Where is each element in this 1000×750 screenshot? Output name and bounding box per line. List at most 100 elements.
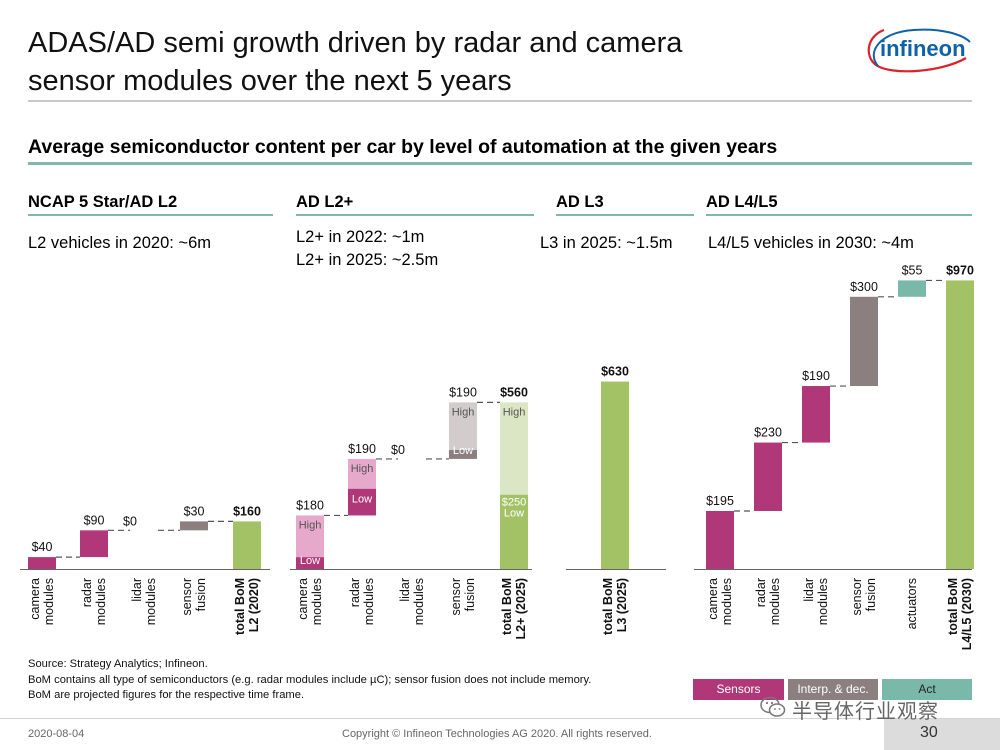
bar-value-label: $190 bbox=[348, 442, 376, 456]
category-label: L4/L5 (2030) bbox=[960, 578, 974, 650]
category-label: radar bbox=[80, 578, 94, 607]
footnote: Source: Strategy Analytics; Infineon. Bo… bbox=[28, 657, 591, 704]
category-label: sensor bbox=[449, 578, 463, 616]
category-label: modules bbox=[720, 578, 734, 625]
segment-label-low: Low bbox=[504, 508, 524, 520]
category-label: L2+ (2025) bbox=[514, 578, 528, 640]
category-label: lidar bbox=[130, 578, 144, 602]
bar-total bbox=[946, 280, 974, 569]
section-heading-l2: NCAP 5 Star/AD L2 bbox=[28, 193, 178, 211]
legend-interp-dec: Interp. & dec. bbox=[788, 679, 878, 700]
bar-value-label: $195 bbox=[706, 494, 734, 508]
bar-value-label: $55 bbox=[902, 263, 923, 277]
bar-camera bbox=[28, 557, 56, 569]
category-label: modules bbox=[362, 578, 376, 625]
segment-label-low-value: $250 bbox=[502, 497, 526, 509]
chart-subtitle: Average semiconductor content per car by… bbox=[28, 136, 778, 158]
title-line-2: sensor modules over the next 5 years bbox=[28, 65, 512, 97]
category-label: camera bbox=[296, 578, 310, 620]
segment-label-high: High bbox=[503, 406, 526, 418]
logo-arc bbox=[872, 28, 971, 67]
category-label: total BoM bbox=[500, 578, 514, 635]
bar-sensor-high bbox=[449, 402, 477, 450]
bar-sensor bbox=[180, 521, 208, 531]
legend-sensors: Sensors bbox=[693, 679, 784, 700]
segment-label-low: Low bbox=[453, 445, 473, 457]
segment-label-high: High bbox=[452, 406, 475, 418]
watermark: 半导体行业观察 bbox=[792, 701, 939, 723]
section-heading-l3: AD L3 bbox=[556, 193, 604, 211]
header-divider bbox=[28, 100, 972, 102]
bar-sensor-low bbox=[449, 450, 477, 459]
segment-label-high: High bbox=[351, 463, 374, 475]
bar-lidar bbox=[802, 386, 830, 443]
page-title: ADAS/AD semi growth driven by radar and … bbox=[28, 24, 682, 100]
category-label: total BoM bbox=[946, 578, 960, 635]
bar-value-label: $190 bbox=[449, 385, 477, 399]
bar-total bbox=[601, 381, 629, 569]
section-rule-l4l5 bbox=[706, 214, 972, 216]
category-label: modules bbox=[768, 578, 782, 625]
svg-text:infineon: infineon bbox=[880, 36, 966, 61]
footnote-line: BoM are projected figures for the respec… bbox=[28, 689, 305, 701]
bar-camera-high bbox=[296, 515, 324, 558]
bar-value-label: $180 bbox=[296, 498, 324, 512]
footer-divider bbox=[0, 718, 1000, 719]
title-line-1: ADAS/AD semi growth driven by radar and … bbox=[28, 27, 683, 59]
wechat-icon bbox=[760, 696, 786, 717]
section-note-l2plus-1: L2+ in 2022: ~1m bbox=[296, 228, 425, 246]
category-label: sensor bbox=[180, 578, 194, 616]
bar-value-label: $970 bbox=[946, 263, 974, 277]
bar-value-label: $630 bbox=[601, 365, 629, 379]
bar-value-label: $190 bbox=[802, 369, 830, 383]
bar-radar bbox=[80, 530, 108, 558]
category-label: camera bbox=[706, 578, 720, 620]
bar-value-label: $90 bbox=[84, 513, 105, 527]
category-label: lidar bbox=[802, 578, 816, 602]
footer-copyright: Copyright © Infineon Technologies AG 202… bbox=[342, 728, 652, 740]
section-rule-l2 bbox=[28, 214, 273, 216]
section-note-l4l5: L4/L5 vehicles in 2030: ~4m bbox=[708, 234, 914, 252]
category-label: actuators bbox=[905, 578, 919, 629]
bar-sensor bbox=[850, 296, 878, 387]
segment-label-low: Low bbox=[352, 494, 372, 506]
section-note-l2plus-2: L2+ in 2025: ~2.5m bbox=[296, 251, 439, 269]
bar-value-label: $30 bbox=[184, 504, 205, 518]
section-heading-l4l5: AD L4/L5 bbox=[706, 193, 778, 211]
section-note-l3: L3 in 2025: ~1.5m bbox=[540, 234, 673, 252]
category-label: radar bbox=[754, 578, 768, 607]
footnote-line: Source: Strategy Analytics; Infineon. bbox=[28, 658, 208, 670]
category-label: sensor bbox=[850, 578, 864, 616]
bar-total bbox=[233, 521, 261, 569]
page-number: 30 bbox=[920, 724, 938, 741]
category-label: modules bbox=[42, 578, 56, 625]
category-label: fusion bbox=[864, 578, 878, 611]
category-label: modules bbox=[310, 578, 324, 625]
subtitle-divider bbox=[28, 162, 972, 165]
category-label: total BoM bbox=[601, 578, 615, 635]
bar-value-label: $0 bbox=[391, 443, 405, 457]
category-label: fusion bbox=[463, 578, 477, 611]
bar-radar-high bbox=[348, 458, 376, 489]
page-number-box bbox=[884, 719, 1000, 750]
bar-value-label: $40 bbox=[32, 540, 53, 554]
section-rule-l2plus bbox=[296, 214, 534, 216]
bar-value-label: $300 bbox=[850, 280, 878, 294]
bar-value-label: $230 bbox=[754, 426, 782, 440]
section-note-l2: L2 vehicles in 2020: ~6m bbox=[28, 234, 211, 252]
bar-value-label: $160 bbox=[233, 504, 261, 518]
bar-camera-low bbox=[296, 557, 324, 569]
section-heading-l2plus: AD L2+ bbox=[296, 193, 354, 211]
category-label: total BoM bbox=[233, 578, 247, 635]
category-label: radar bbox=[348, 578, 362, 607]
segment-label-low: Low bbox=[300, 555, 320, 567]
bar-camera bbox=[706, 510, 734, 569]
bar-radar bbox=[754, 442, 782, 511]
category-label: modules bbox=[816, 578, 830, 625]
category-label: L3 (2025) bbox=[615, 578, 629, 632]
bar-total-low bbox=[500, 494, 528, 569]
bar-value-label: $560 bbox=[500, 385, 528, 399]
bar-total-high bbox=[500, 402, 528, 495]
category-label: L2 (2020) bbox=[247, 578, 261, 632]
